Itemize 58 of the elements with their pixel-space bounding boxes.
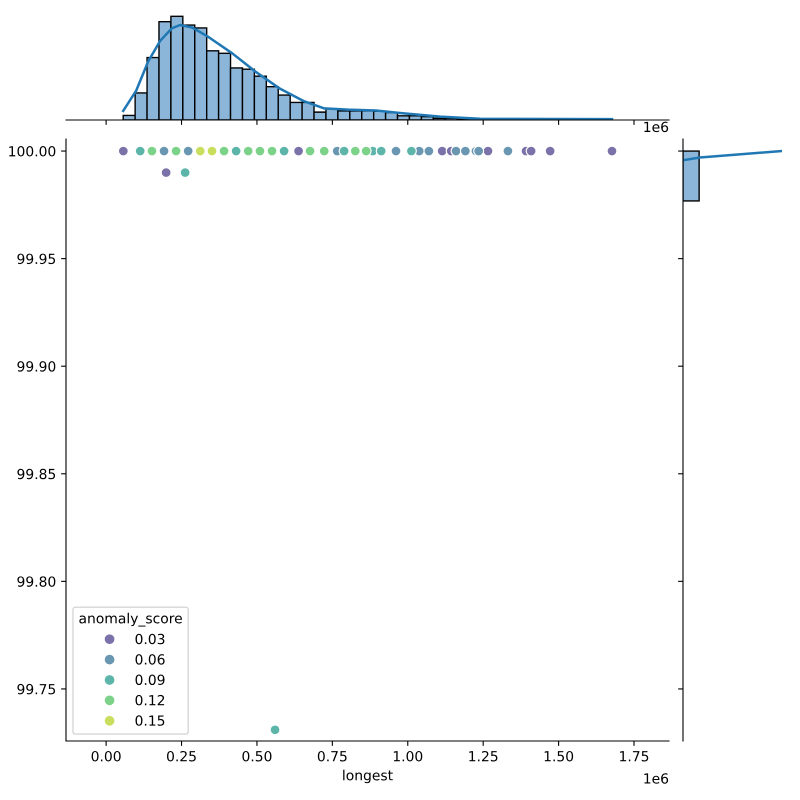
legend-label: 0.06 [135, 654, 165, 665]
y-tick-label: 100.00 [9, 146, 56, 157]
point [242, 146, 254, 157]
point [170, 146, 182, 157]
legend-label: 0.09 [135, 674, 165, 686]
x-tick-label: 1.25 [469, 750, 498, 762]
x-tick-label: 0.00 [92, 750, 121, 762]
x-tick-label: 0.25 [166, 750, 196, 762]
point [350, 146, 361, 157]
point [254, 146, 266, 157]
legend-label: 0.03 [135, 634, 164, 644]
point [278, 146, 290, 157]
point [194, 146, 206, 157]
x-tick-label: 0.50 [242, 750, 272, 762]
point [230, 146, 242, 157]
point [360, 146, 372, 157]
legend-label: 0.15 [135, 715, 164, 726]
y-tick-label: 99.90 [17, 361, 56, 372]
point [293, 146, 304, 157]
point [206, 146, 218, 157]
y-tick-label: 99.75 [17, 684, 56, 694]
point [304, 146, 316, 157]
point [146, 146, 158, 157]
x-tick-label: 1.50 [544, 750, 574, 762]
point [423, 146, 434, 157]
point [160, 167, 172, 178]
text: 1e6 [644, 122, 668, 132]
point [118, 146, 129, 157]
point [406, 146, 417, 157]
point [180, 167, 191, 178]
y-tick-label: 99.85 [17, 468, 56, 480]
x-tick-label: 1.75 [620, 751, 648, 762]
point [182, 146, 194, 157]
point [460, 146, 471, 157]
legend-title: anomaly_score [79, 612, 182, 627]
point [338, 146, 350, 157]
point [390, 146, 402, 157]
point [266, 146, 278, 157]
point [318, 146, 330, 157]
point [218, 146, 230, 157]
point [502, 146, 514, 157]
point [544, 146, 556, 157]
y-tick-label: 99.95 [17, 254, 56, 264]
point [450, 146, 462, 157]
point [482, 146, 494, 157]
x-tick-label: 0.75 [318, 750, 347, 762]
x-axis-title: longest [343, 770, 393, 784]
point [376, 146, 387, 157]
point [158, 146, 170, 157]
legend-label: 0.12 [135, 694, 164, 706]
point [134, 146, 146, 157]
point [526, 146, 537, 157]
point [606, 146, 618, 157]
y-tick-label: 99.80 [17, 576, 56, 587]
x-tick-label: 1.00 [394, 750, 422, 762]
text: 1e6 [644, 773, 668, 784]
point [473, 146, 484, 157]
point [270, 724, 281, 736]
